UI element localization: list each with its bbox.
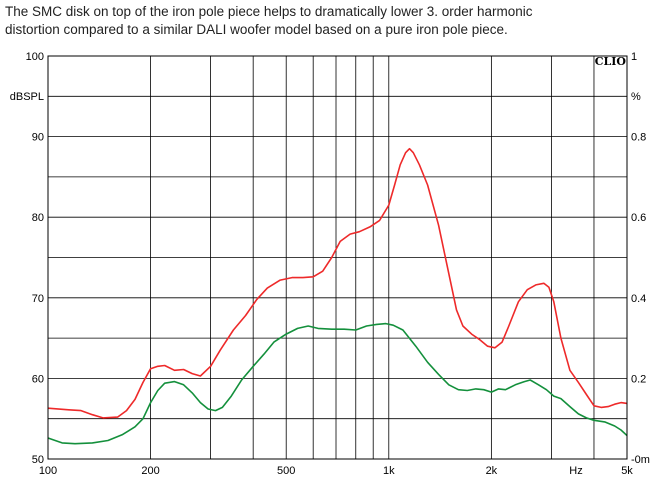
plot-frame — [47, 55, 628, 460]
series-layer — [47, 147, 628, 445]
y-tick-label: 100 — [26, 51, 44, 63]
grid — [48, 56, 627, 459]
y-tick-label: 50 — [32, 454, 44, 466]
x-tick-label: 200 — [141, 465, 159, 477]
clio-brand-label: CLIO — [595, 55, 627, 68]
caption-line-2: distortion compared to a similar DALI wo… — [5, 22, 508, 37]
y-tick-label: 80 — [32, 212, 44, 224]
y2-tick-label: 1 — [631, 51, 637, 63]
x-tick-label: 500 — [277, 465, 295, 477]
series-line-red — [47, 147, 628, 419]
y-tick-label: 70 — [32, 293, 44, 305]
y2-tick-label: 0.6 — [631, 212, 646, 224]
y2-tick-label: 0.4 — [631, 293, 646, 305]
tick-labels: 100 200 500 1k 2k 5k 50 60 70 80 90 100 -0m 0.2 0.4 0.6… — [26, 51, 650, 477]
x-unit-label: Hz — [569, 465, 582, 477]
y2-tick-label: -0m — [631, 454, 650, 466]
x-tick-label: 5k — [621, 465, 633, 477]
y-axis-label: dBSPL — [10, 91, 44, 103]
y2-axis-label: % — [631, 91, 641, 103]
y2-tick-label: 0.8 — [631, 132, 646, 144]
y2-tick-label: 0.2 — [631, 373, 646, 385]
caption-line-1: The SMC disk on top of the iron pole pie… — [5, 4, 533, 19]
x-tick-label: 100 — [39, 465, 57, 477]
chart-caption: The SMC disk on top of the iron pole pie… — [5, 3, 665, 39]
x-tick-label: 1k — [383, 465, 395, 477]
y-tick-label: 90 — [32, 132, 44, 144]
x-tick-label: 2k — [486, 465, 498, 477]
y-tick-label: 60 — [32, 373, 44, 385]
series-line-green — [47, 322, 628, 445]
